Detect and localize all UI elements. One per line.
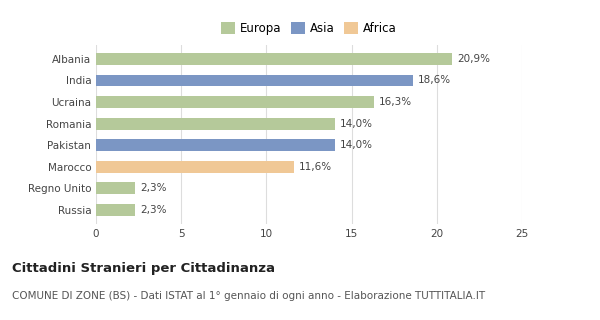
Bar <box>96 204 135 216</box>
Bar <box>96 53 452 65</box>
Text: COMUNE DI ZONE (BS) - Dati ISTAT al 1° gennaio di ogni anno - Elaborazione TUTTI: COMUNE DI ZONE (BS) - Dati ISTAT al 1° g… <box>12 291 485 301</box>
Bar <box>96 182 135 194</box>
Text: 18,6%: 18,6% <box>418 76 451 85</box>
Bar <box>96 75 413 86</box>
Text: 14,0%: 14,0% <box>340 119 373 129</box>
Text: 11,6%: 11,6% <box>299 162 332 172</box>
Text: 2,3%: 2,3% <box>140 183 167 193</box>
Text: 20,9%: 20,9% <box>457 54 490 64</box>
Bar <box>96 139 335 151</box>
Text: 14,0%: 14,0% <box>340 140 373 150</box>
Bar <box>96 161 293 173</box>
Text: 16,3%: 16,3% <box>379 97 412 107</box>
Text: 2,3%: 2,3% <box>140 205 167 215</box>
Bar <box>96 96 374 108</box>
Bar <box>96 118 335 130</box>
Text: Cittadini Stranieri per Cittadinanza: Cittadini Stranieri per Cittadinanza <box>12 262 275 276</box>
Legend: Europa, Asia, Africa: Europa, Asia, Africa <box>219 19 399 37</box>
